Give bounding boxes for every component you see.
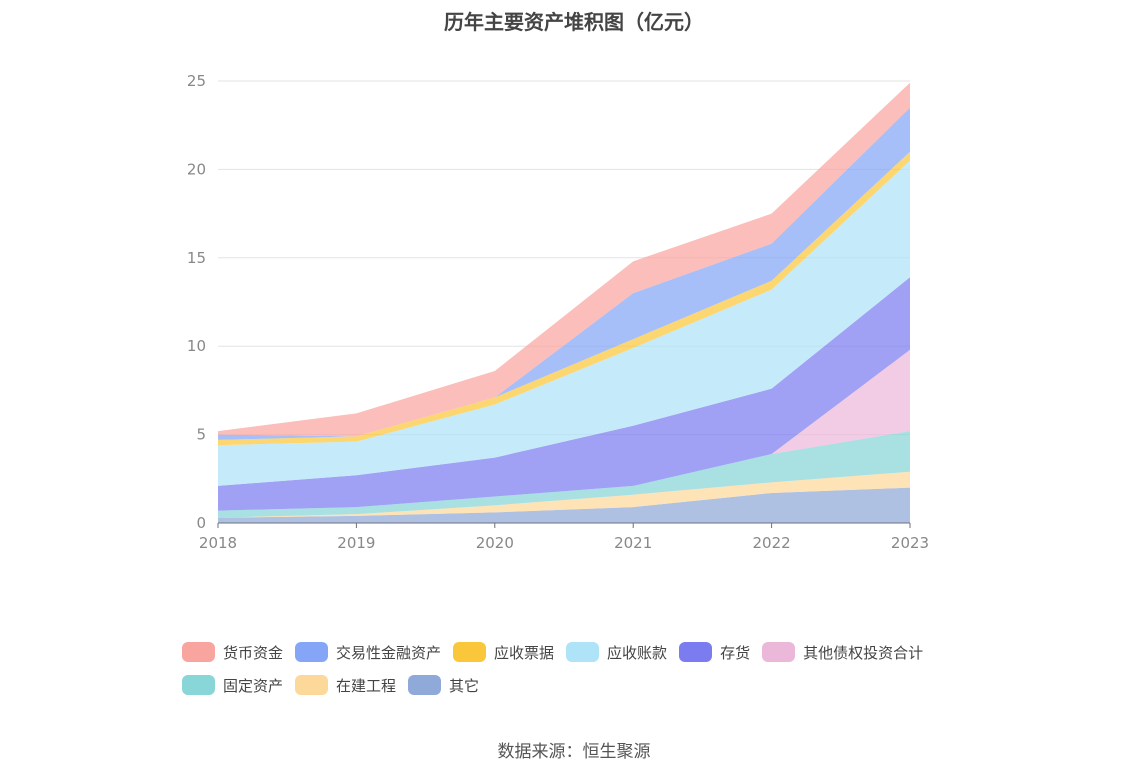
legend-swatch — [762, 642, 796, 662]
legend-item[interactable]: 交易性金融资产 — [295, 639, 441, 665]
x-tick-label: 2023 — [891, 534, 929, 552]
legend-label: 存货 — [720, 643, 751, 662]
y-tick-label: 25 — [187, 72, 206, 90]
legend-swatch — [566, 642, 600, 662]
legend-swatch — [182, 642, 215, 662]
legend: 货币资金 交易性金融资产 应收票据 应收账款 存货 其他债权投资合计固定资产 在建工程 其它 — [182, 639, 982, 705]
legend-label: 交易性金融资产 — [336, 643, 442, 662]
axes: 0 5 10 15 20 25 2018 2019 2020 2021 2022 2023 — [187, 72, 929, 552]
legend-item[interactable]: 应收票据 — [453, 639, 554, 665]
legend-swatch — [408, 675, 442, 695]
area-存货 — [218, 277, 910, 511]
x-tick-label: 2022 — [753, 534, 791, 552]
stacked-area-chart: 0 5 10 15 20 25 2018 2019 2020 2021 2022 2023 — [187, 72, 929, 552]
legend-swatch — [295, 642, 329, 662]
y-tick-label: 15 — [187, 249, 206, 267]
chart-title: 历年主要资产堆积图（亿元） — [444, 10, 704, 34]
legend-item[interactable]: 固定资产 — [182, 672, 283, 698]
area-在建工程 — [218, 471, 910, 518]
y-tick-label: 10 — [187, 337, 206, 355]
y-tick-label: 5 — [196, 426, 206, 444]
legend-swatch — [679, 642, 713, 662]
area-固定资产 — [218, 431, 910, 518]
area-其它 — [218, 487, 910, 523]
legend-label: 其他债权投资合计 — [803, 643, 924, 662]
area-交易性金融资产 — [218, 107, 910, 440]
legend-label: 在建工程 — [336, 676, 397, 695]
area-应收账款 — [218, 160, 910, 486]
legend-item[interactable]: 其它 — [408, 672, 479, 698]
x-tick-label: 2018 — [199, 534, 237, 552]
legend-item[interactable]: 应收账款 — [566, 639, 667, 665]
legend-label: 应收账款 — [607, 643, 668, 662]
source-note: 数据来源：恒生聚源 — [497, 742, 651, 762]
legend-item[interactable]: 在建工程 — [295, 672, 396, 698]
x-tick-label: 2020 — [476, 534, 514, 552]
legend-item[interactable]: 其他债权投资合计 — [762, 639, 923, 665]
y-tick-label: 20 — [187, 160, 206, 178]
legend-swatch — [295, 675, 329, 695]
legend-swatch — [453, 642, 487, 662]
legend-label: 其它 — [449, 676, 480, 695]
y-tick-label: 0 — [196, 514, 206, 532]
x-tick-label: 2019 — [337, 534, 375, 552]
legend-swatch — [182, 675, 215, 695]
area-series — [218, 82, 910, 523]
legend-item[interactable]: 货币资金 — [182, 639, 283, 665]
legend-label: 货币资金 — [223, 643, 284, 662]
legend-label: 固定资产 — [223, 676, 284, 695]
legend-item[interactable]: 存货 — [679, 639, 750, 665]
legend-label: 应收票据 — [494, 643, 555, 662]
x-tick-label: 2021 — [614, 534, 652, 552]
